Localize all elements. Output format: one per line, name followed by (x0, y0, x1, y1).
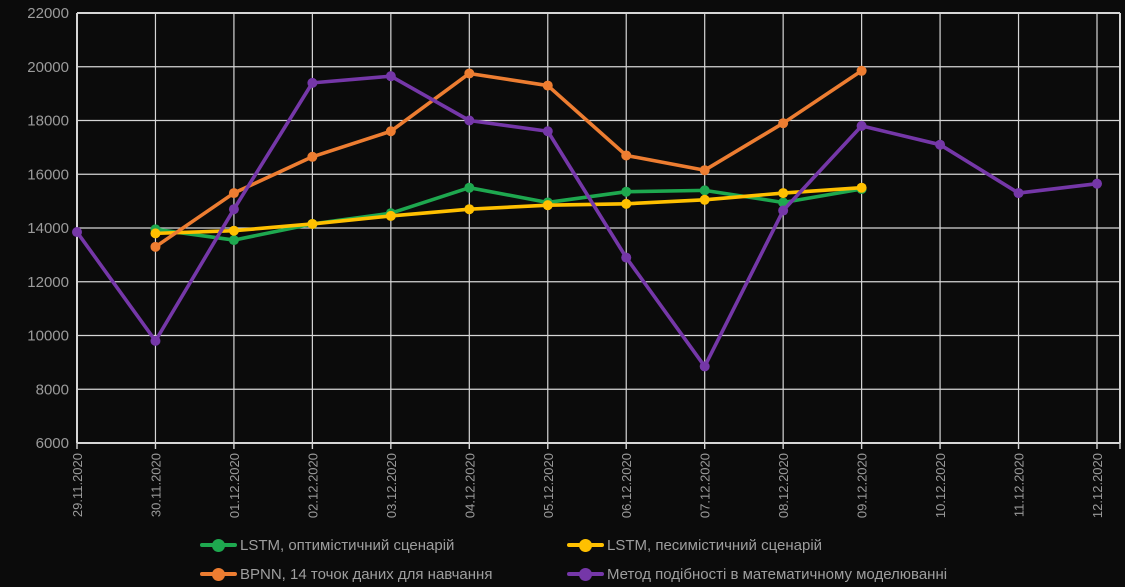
x-axis-label: 03.12.2020 (384, 453, 399, 518)
x-axis-label: 01.12.2020 (227, 453, 242, 518)
y-axis-label: 16000 (27, 166, 69, 183)
y-axis-labels: 6000 8000 10000 12000 14000 16000 18000 20000 22… (27, 5, 69, 452)
y-axis-label: 6000 (36, 435, 69, 452)
x-axis-label: 12.12.2020 (1090, 453, 1105, 518)
x-axis-label: 07.12.2020 (698, 453, 713, 518)
data-point-lstm-pessimistic (464, 204, 475, 215)
data-point-similarity-method (1013, 188, 1024, 199)
data-point-lstm-pessimistic (699, 194, 710, 205)
y-axis-label: 18000 (27, 113, 69, 130)
line-chart: 6000 8000 10000 12000 14000 16000 18000 20000 22… (27, 5, 1121, 518)
y-axis-label: 14000 (27, 220, 69, 237)
x-axis-label: 29.11.2020 (70, 453, 85, 517)
data-point-similarity-method (778, 205, 789, 216)
series-bpnn (150, 65, 867, 252)
data-point-lstm-pessimistic (542, 200, 553, 211)
legend-item-lstm-pessimistic: LSTM, песимістичний сценарій (567, 533, 1125, 557)
series-lstm-pessimistic (150, 182, 867, 239)
legend-item-lstm-optimistic: LSTM, оптимістичний сценарій (200, 533, 567, 557)
data-point-lstm-pessimistic (307, 218, 318, 229)
data-point-lstm-optimistic (464, 182, 475, 193)
data-point-bpnn (621, 150, 632, 161)
data-point-lstm-pessimistic (228, 225, 239, 236)
legend-label-similarity-method: Метод подібності в математичному моделюв… (607, 565, 948, 583)
data-point-similarity-method (72, 227, 82, 238)
legend-marker-similarity-method (567, 567, 604, 581)
x-axis-label: 30.11.2020 (148, 453, 163, 517)
data-point-bpnn (307, 151, 318, 162)
data-point-bpnn (464, 68, 475, 79)
data-point-lstm-optimistic (228, 235, 239, 246)
legend-item-bpnn: BPNN, 14 точок даних для навчання (200, 562, 567, 586)
series-line-lstm-pessimistic (153, 185, 864, 236)
x-axis-label: 08.12.2020 (776, 453, 791, 518)
data-point-similarity-method (935, 139, 946, 150)
y-axis-label: 20000 (27, 59, 69, 76)
data-point-bpnn (856, 65, 867, 76)
legend-item-similarity-method: Метод подібності в математичному моделюв… (567, 562, 1125, 586)
y-axis-label: 8000 (36, 381, 69, 398)
series-line-similarity-method (75, 74, 1099, 369)
legend-label-lstm-optimistic: LSTM, оптимістичний сценарій (240, 536, 455, 554)
data-point-lstm-pessimistic (385, 210, 396, 221)
data-point-lstm-pessimistic (856, 182, 867, 193)
data-point-lstm-optimistic (778, 197, 789, 208)
data-point-similarity-method (464, 115, 475, 126)
x-axis-label: 05.12.2020 (541, 453, 556, 518)
data-point-similarity-method (1092, 178, 1102, 189)
x-axis-label: 06.12.2020 (619, 453, 634, 518)
data-point-lstm-optimistic (699, 185, 710, 196)
data-point-lstm-pessimistic (150, 228, 161, 239)
x-axis-label: 11.12.2020 (1012, 453, 1027, 517)
x-axis-label: 10.12.2020 (933, 453, 948, 518)
x-axis-label: 09.12.2020 (855, 453, 870, 518)
x-axis-ticks (76, 443, 1121, 449)
x-axis-labels: 29.11.2020 30.11.2020 01.12.2020 02.12.2020… (70, 453, 1105, 518)
y-axis-label: 12000 (27, 274, 69, 291)
data-point-similarity-method (307, 77, 318, 88)
chart-legend: LSTM, оптимістичний сценарій LSTM, песим… (0, 530, 1125, 587)
data-point-bpnn (150, 241, 161, 252)
data-point-similarity-method (542, 126, 553, 137)
data-point-lstm-pessimistic (621, 198, 632, 209)
data-point-bpnn (778, 118, 789, 129)
x-axis-label: 02.12.2020 (305, 453, 320, 518)
data-point-similarity-method (228, 204, 239, 215)
series-similarity-method (72, 71, 1102, 372)
data-point-similarity-method (385, 71, 396, 82)
series-line-bpnn (153, 68, 864, 249)
data-point-bpnn (228, 188, 239, 199)
legend-label-bpnn: BPNN, 14 точок даних для навчання (240, 565, 493, 583)
series-lstm-optimistic (150, 182, 867, 246)
data-point-lstm-pessimistic (778, 188, 789, 199)
legend-marker-lstm-pessimistic (567, 538, 604, 552)
legend-marker-lstm-optimistic (200, 538, 237, 552)
data-point-bpnn (699, 165, 710, 176)
data-point-lstm-optimistic (621, 186, 632, 197)
data-point-similarity-method (699, 361, 710, 372)
legend-label-lstm-pessimistic: LSTM, песимістичний сценарій (607, 536, 823, 554)
x-axis-label: 04.12.2020 (462, 453, 477, 518)
y-axis-label: 10000 (27, 328, 69, 345)
legend-marker-bpnn (200, 567, 237, 581)
data-point-similarity-method (621, 252, 632, 263)
data-point-bpnn (385, 126, 396, 137)
data-point-bpnn (542, 80, 553, 91)
data-point-similarity-method (856, 120, 867, 131)
data-point-similarity-method (150, 335, 161, 346)
y-axis-label: 22000 (27, 5, 69, 22)
